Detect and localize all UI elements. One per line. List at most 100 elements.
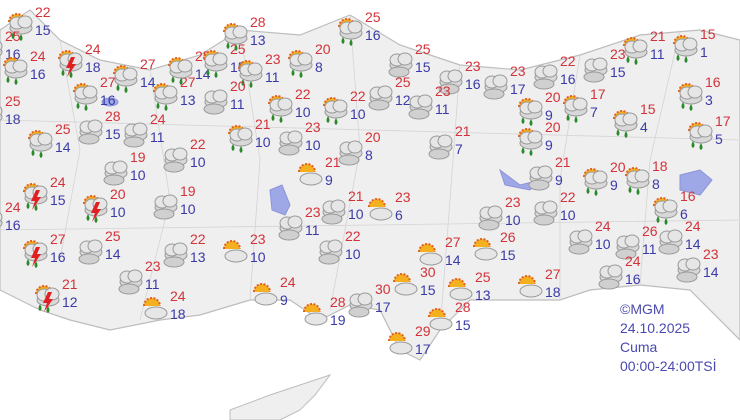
weather-station: 24 16 (0, 48, 62, 88)
weather-station: 24 15 (20, 174, 82, 214)
rain-weather-icon (28, 130, 53, 158)
cloudy-weather-icon (388, 52, 413, 78)
rain-weather-icon (238, 60, 263, 88)
storm-weather-icon (58, 50, 83, 78)
weather-station: 27 16 (70, 74, 132, 114)
max-temp: 30 (420, 264, 436, 280)
weather-station: 22 10 (530, 189, 592, 229)
rain-weather-icon (563, 95, 588, 123)
max-temp: 25 (5, 93, 21, 109)
min-temp: 3 (705, 92, 713, 108)
weather-station: 25 12 (365, 74, 427, 114)
weather-station: 22 10 (320, 88, 382, 128)
weather-station: 20 10 (80, 186, 142, 226)
max-temp: 20 (545, 89, 561, 105)
cloudy-weather-icon (478, 205, 503, 231)
max-temp: 27 (545, 266, 561, 282)
weather-station: 24 16 (595, 253, 657, 293)
weather-station: 15 4 (610, 101, 672, 141)
weather-station: 20 9 (580, 159, 642, 199)
min-temp: 4 (640, 119, 648, 135)
max-temp: 29 (415, 323, 431, 339)
max-temp: 19 (130, 149, 146, 165)
max-temp: 27 (100, 74, 116, 90)
max-temp: 27 (50, 231, 66, 247)
weather-station: 22 10 (315, 228, 377, 268)
max-temp: 22 (190, 231, 206, 247)
partly-weather-icon (448, 278, 473, 301)
min-temp: 9 (545, 107, 553, 123)
partly-weather-icon (473, 238, 498, 261)
max-temp: 25 (475, 269, 491, 285)
min-temp: 15 (455, 317, 471, 333)
min-temp: 10 (295, 104, 311, 120)
storm-weather-icon (23, 240, 48, 268)
rain-weather-icon (688, 122, 713, 150)
cloudy-weather-icon (533, 200, 558, 226)
weather-station: 24 16 (0, 199, 37, 239)
credit-date: 24.10.2025 (620, 320, 691, 336)
min-temp: 17 (510, 81, 526, 97)
max-temp: 20 (610, 159, 626, 175)
min-temp: 11 (642, 241, 657, 257)
max-temp: 20 (110, 186, 126, 202)
min-temp: 5 (715, 131, 723, 147)
weather-station: 23 10 (220, 231, 282, 271)
min-temp: 15 (500, 247, 516, 263)
weather-station: 25 18 (0, 93, 37, 133)
weather-station: 16 6 (650, 188, 712, 228)
max-temp: 23 (510, 63, 526, 79)
weather-station: 23 15 (580, 46, 642, 86)
weather-station: 22 16 (530, 53, 592, 93)
weather-station: 19 10 (150, 183, 212, 223)
min-temp: 13 (180, 92, 196, 108)
cloudy-weather-icon (568, 229, 593, 255)
min-temp: 14 (105, 246, 121, 262)
min-temp: 8 (365, 147, 373, 163)
max-temp: 19 (180, 183, 196, 199)
rain-weather-icon (113, 65, 138, 93)
weather-station: 18 8 (622, 158, 684, 198)
min-temp: 10 (190, 154, 206, 170)
weather-station: 23 17 (480, 63, 542, 103)
weather-station: 15 1 (670, 26, 732, 66)
min-temp: 7 (455, 141, 463, 157)
storm-weather-icon (23, 183, 48, 211)
min-temp: 10 (505, 212, 521, 228)
max-temp: 23 (465, 58, 481, 74)
max-temp: 23 (250, 231, 266, 247)
weather-station: 23 14 (673, 246, 735, 286)
min-temp: 11 (305, 222, 320, 238)
partly-weather-icon (368, 198, 393, 221)
weather-station: 21 12 (32, 276, 94, 316)
weather-station: 20 8 (335, 129, 397, 169)
min-temp: 10 (350, 106, 366, 122)
min-temp: 12 (62, 294, 78, 310)
weather-station: 22 15 (5, 4, 67, 44)
min-temp: 10 (595, 236, 611, 252)
min-temp: 15 (105, 126, 121, 142)
max-temp: 28 (250, 14, 266, 30)
weather-station: 23 16 (435, 58, 497, 98)
max-temp: 22 (35, 4, 51, 20)
max-temp: 25 (230, 41, 246, 57)
min-temp: 15 (50, 192, 66, 208)
max-temp: 27 (140, 56, 156, 72)
rain-weather-icon (288, 50, 313, 78)
cloudy-weather-icon (103, 160, 128, 186)
storm-weather-icon (83, 195, 108, 223)
max-temp: 24 (280, 274, 296, 290)
partly-weather-icon (253, 283, 278, 306)
max-temp: 16 (680, 188, 696, 204)
max-temp: 23 (305, 119, 321, 135)
min-temp: 10 (348, 206, 364, 222)
min-temp: 11 (435, 101, 450, 117)
credit-source: ©MGM (620, 301, 665, 317)
max-temp: 22 (350, 88, 366, 104)
rain-weather-icon (518, 98, 543, 126)
min-temp: 16 (560, 71, 576, 87)
rain-weather-icon (323, 97, 348, 125)
cloudy-weather-icon (615, 234, 640, 260)
cloudy-weather-icon (78, 119, 103, 145)
max-temp: 24 (625, 253, 641, 269)
